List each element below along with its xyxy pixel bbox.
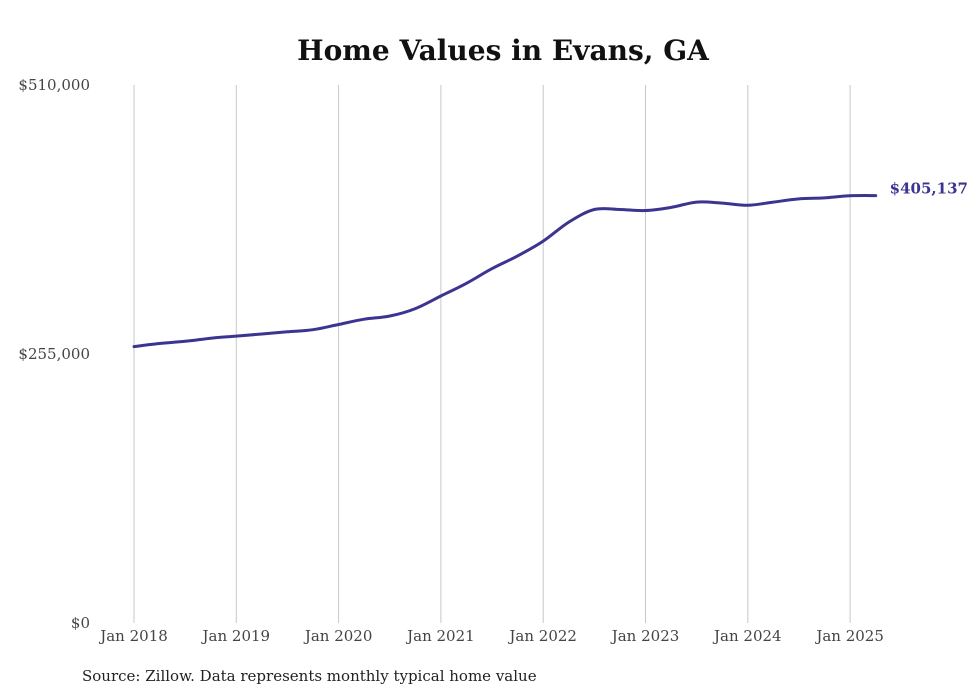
x-tick-label: Jan 2024 xyxy=(712,627,782,645)
x-tick-label: Jan 2022 xyxy=(507,627,577,645)
x-tick-label: Jan 2019 xyxy=(201,627,271,645)
y-tick-label: $255,000 xyxy=(18,345,90,363)
series-layer: $405,137 xyxy=(132,180,968,349)
x-tick-label: Jan 2021 xyxy=(405,627,475,645)
vertical-gridlines xyxy=(133,85,851,623)
y-axis-ticks: $0 $255,000 $510,000 xyxy=(18,76,90,632)
x-tick-label: Jan 2018 xyxy=(98,627,168,645)
source-note: Source: Zillow. Data represents monthly … xyxy=(82,667,537,685)
chart-title: Home Values in Evans, GA xyxy=(297,34,710,67)
end-value-label: $405,137 xyxy=(890,180,968,198)
x-tick-label: Jan 2020 xyxy=(303,627,373,645)
x-axis-ticks: Jan 2018 Jan 2019 Jan 2020 Jan 2021 Jan 2022… xyxy=(98,627,884,645)
y-tick-label: $510,000 xyxy=(18,76,90,94)
x-tick-label: Jan 2023 xyxy=(610,627,680,645)
y-tick-label: $0 xyxy=(71,614,90,632)
home-value-line xyxy=(132,194,878,349)
x-tick-label: Jan 2025 xyxy=(814,627,884,645)
